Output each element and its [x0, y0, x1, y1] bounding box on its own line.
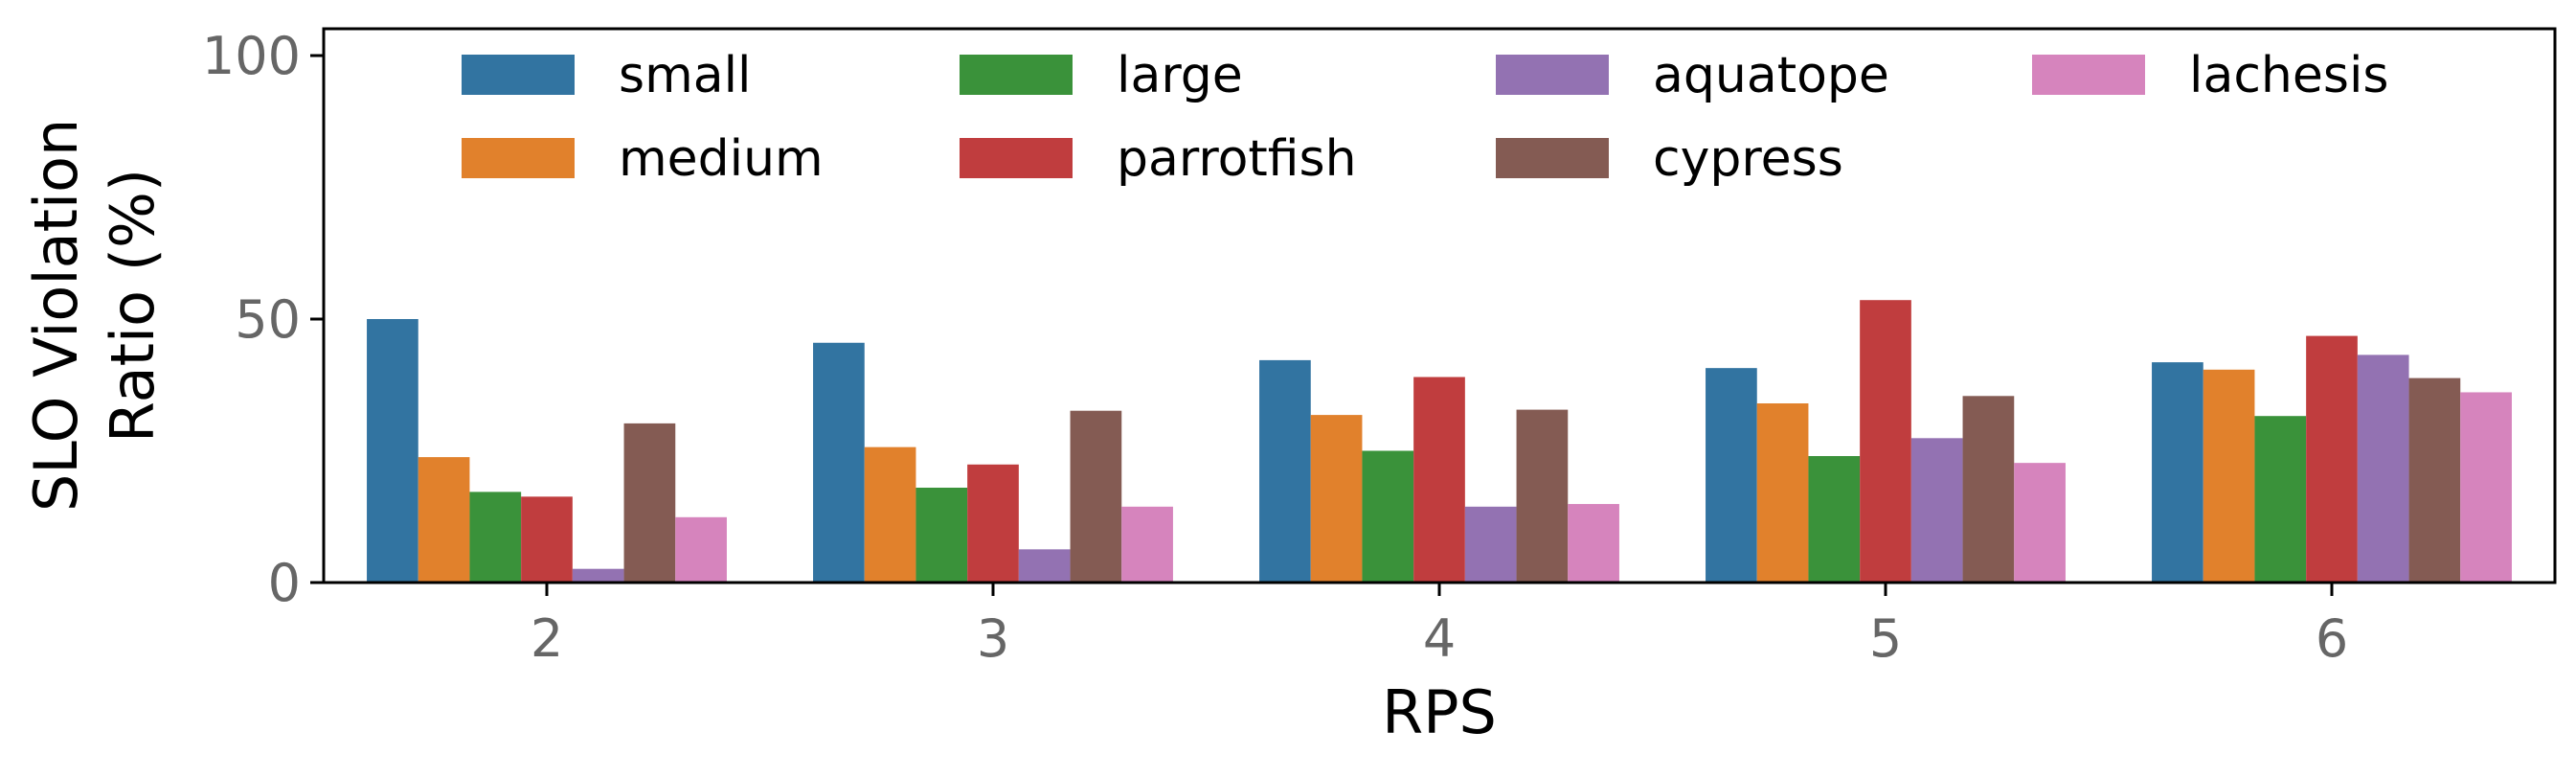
legend-label-medium: medium: [619, 130, 824, 188]
bar-cypress-rps-3: [1070, 410, 1122, 583]
legend-label-aquatope: aquatope: [1653, 47, 1889, 104]
bar-large-rps-4: [1362, 450, 1414, 583]
y-tick-label: 100: [202, 26, 301, 86]
bar-lachesis-rps-3: [1121, 506, 1173, 583]
legend-swatch-large: [960, 55, 1073, 95]
legend-swatch-lachesis: [2032, 55, 2145, 95]
bar-cypress-rps-5: [1962, 396, 2015, 583]
x-tick-label: 3: [977, 608, 1009, 669]
x-tick-label: 5: [1869, 608, 1902, 669]
bar-lachesis-rps-6: [2460, 392, 2512, 583]
bar-medium-rps-4: [1310, 415, 1363, 583]
bar-parrotfish-rps-4: [1413, 377, 1465, 583]
bar-aquatope-rps-5: [1910, 438, 1963, 583]
legend: small medium large parrotfish aquatope cypres…: [462, 47, 2388, 188]
y-axis-title-line-2: Ratio (%): [98, 169, 168, 443]
x-tick-label: 4: [1423, 608, 1456, 669]
legend-label-large: large: [1117, 47, 1243, 104]
y-tick-label: 50: [235, 289, 301, 350]
bar-medium-rps-2: [418, 457, 470, 583]
x-axis: 2 3 4 5 6: [531, 583, 2348, 669]
legend-swatch-aquatope: [1496, 55, 1609, 95]
y-axis-title-line-1: SLO Violation: [21, 119, 91, 512]
bar-aquatope-rps-4: [1464, 506, 1517, 583]
bar-aquatope-rps-3: [1018, 549, 1071, 583]
bar-small-rps-5: [1706, 368, 1757, 583]
bar-parrotfish-rps-6: [2306, 335, 2358, 583]
bar-medium-rps-6: [2203, 369, 2255, 583]
bar-medium-rps-5: [1756, 403, 1809, 583]
legend-label-lachesis: lachesis: [2189, 47, 2388, 104]
legend-label-parrotfish: parrotfish: [1117, 130, 1357, 188]
y-tick-label: 0: [268, 553, 301, 613]
y-axis-title: SLO Violation Ratio (%): [21, 100, 168, 512]
bar-medium-rps-3: [864, 446, 916, 583]
legend-swatch-small: [462, 55, 575, 95]
legend-swatch-medium: [462, 138, 575, 178]
legend-label-cypress: cypress: [1653, 130, 1843, 188]
bar-small-rps-4: [1259, 359, 1311, 583]
legend-label-small: small: [619, 47, 752, 104]
bar-large-rps-6: [2254, 416, 2307, 583]
bar-aquatope-rps-6: [2357, 355, 2409, 583]
x-tick-label: 6: [2316, 608, 2348, 669]
bar-aquatope-rps-2: [572, 568, 624, 583]
bar-large-rps-2: [469, 492, 522, 583]
x-axis-title: RPS: [1382, 677, 1497, 747]
y-axis: 0 50 100: [202, 26, 324, 613]
bar-large-rps-3: [915, 488, 968, 583]
bar-small-rps-3: [813, 342, 865, 583]
bar-parrotfish-rps-5: [1860, 300, 1911, 583]
bar-small-rps-6: [2152, 362, 2203, 583]
bar-lachesis-rps-4: [1568, 504, 1619, 583]
bars-group: [367, 300, 2512, 583]
bar-cypress-rps-6: [2408, 378, 2461, 583]
bar-lachesis-rps-2: [675, 516, 727, 583]
bar-cypress-rps-2: [623, 423, 676, 583]
x-tick-label: 2: [531, 608, 563, 669]
bar-large-rps-5: [1808, 456, 1861, 583]
legend-swatch-cypress: [1496, 138, 1609, 178]
bar-small-rps-2: [367, 319, 418, 583]
bar-parrotfish-rps-3: [967, 464, 1019, 583]
bar-parrotfish-rps-2: [521, 496, 573, 583]
bar-cypress-rps-4: [1516, 409, 1569, 583]
legend-swatch-parrotfish: [960, 138, 1073, 178]
bar-lachesis-rps-5: [2014, 463, 2066, 583]
